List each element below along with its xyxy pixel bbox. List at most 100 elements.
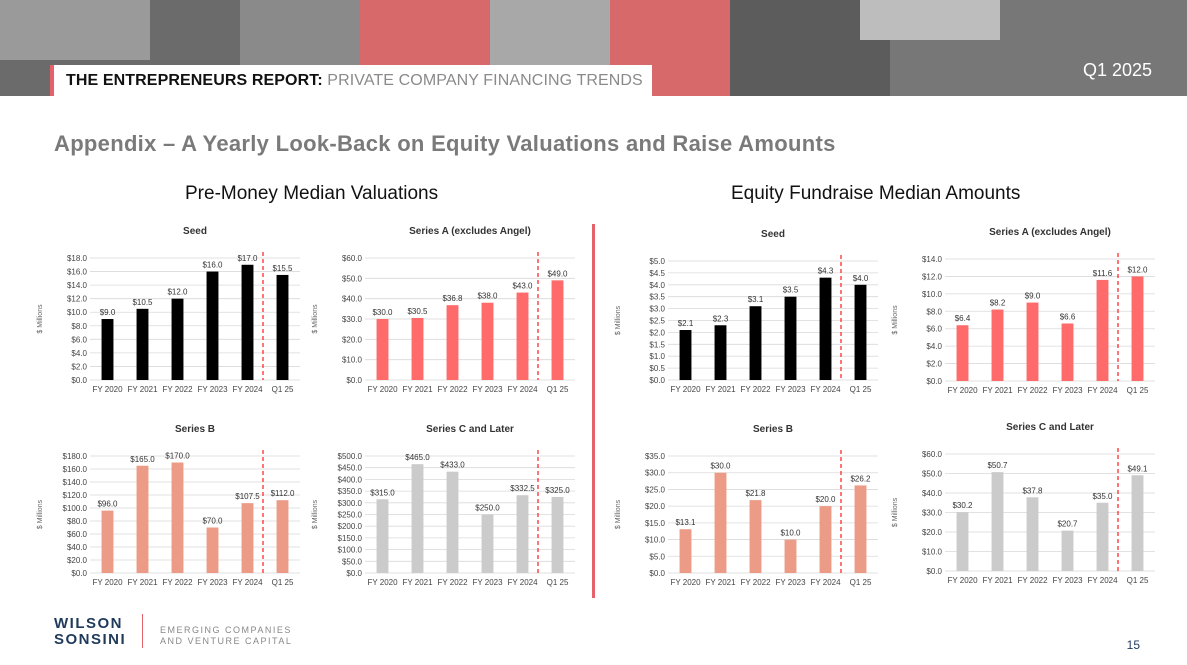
footer-divider: [142, 614, 143, 648]
data-label: $12.0: [1127, 265, 1148, 274]
banner-photo-camera-detail: [860, 0, 1000, 40]
y-tick-label: $4.5: [649, 269, 665, 278]
page-number: 15: [1126, 638, 1140, 652]
y-tick-label: $160.0: [63, 465, 88, 474]
data-label: $4.3: [818, 267, 834, 276]
wilson-sonsini-logo: WILSON SONSINI: [54, 616, 126, 648]
y-tick-label: $5.0: [649, 552, 665, 561]
x-tick-label: FY 2023: [472, 385, 503, 394]
y-tick-label: $300.0: [338, 499, 363, 508]
x-tick-label: FY 2021: [127, 578, 158, 587]
chart-title: Series B: [175, 424, 215, 435]
y-tick-label: $14.0: [922, 255, 943, 264]
page-heading: Appendix – A Yearly Look-Back on Equity …: [54, 131, 836, 156]
y-tick-label: $12.0: [67, 295, 88, 304]
bar: [376, 319, 389, 380]
x-tick-label: FY 2020: [670, 385, 701, 394]
bar: [206, 271, 219, 380]
x-tick-label: FY 2024: [232, 385, 263, 394]
data-label: $21.8: [745, 489, 766, 498]
x-tick-label: FY 2024: [507, 578, 538, 587]
y-tick-label: $2.0: [926, 360, 942, 369]
data-label: $8.2: [990, 299, 1006, 308]
data-label: $96.0: [97, 500, 118, 509]
bar: [241, 503, 254, 573]
data-label: $20.0: [815, 495, 836, 504]
x-tick-label: FY 2020: [367, 578, 398, 587]
data-label: $30.2: [952, 501, 973, 510]
bar: [481, 302, 494, 380]
y-axis-label: $ Millions: [892, 305, 899, 335]
y-tick-label: $25.0: [645, 485, 666, 494]
bar: [1096, 502, 1109, 571]
data-label: $170.0: [165, 452, 190, 461]
footer-tagline: EMERGING COMPANIES AND VENTURE CAPITAL: [160, 625, 292, 647]
y-tick-label: $50.0: [342, 274, 363, 283]
bar: [551, 280, 564, 380]
bar: [819, 277, 832, 380]
x-tick-label: FY 2024: [810, 385, 841, 394]
y-tick-label: $14.0: [67, 281, 88, 290]
tagline-line-1: EMERGING COMPANIES: [160, 625, 292, 635]
x-tick-label: FY 2021: [982, 386, 1013, 395]
x-tick-label: Q1 25: [1127, 386, 1149, 395]
x-tick-label: FY 2023: [197, 385, 228, 394]
bar: [1131, 276, 1144, 381]
y-tick-label: $6.0: [926, 325, 942, 334]
data-label: $107.5: [235, 492, 260, 501]
x-tick-label: FY 2020: [947, 386, 978, 395]
bar: [714, 472, 727, 573]
data-label: $38.0: [477, 292, 498, 301]
data-label: $50.7: [987, 461, 1008, 470]
chart-valuation-series-a: Series A (excludes Angel) $ Millions $0.0 $…: [312, 226, 575, 394]
section-title-fundraise: Equity Fundraise Median Amounts: [731, 183, 1021, 204]
x-tick-label: FY 2022: [1017, 576, 1048, 585]
bar: [1131, 475, 1144, 571]
x-tick-label: FY 2022: [162, 385, 193, 394]
chart-valuation-seed: Seed $ Millions $0.0 $2.0 $4.0 $6.0 $8.0 $10.0 $…: [37, 226, 300, 394]
bar: [446, 305, 459, 380]
y-tick-label: $10.0: [645, 536, 666, 545]
x-tick-label: FY 2021: [705, 578, 736, 587]
data-label: $332.5: [510, 484, 535, 493]
bar: [551, 496, 564, 573]
data-label: $49.0: [547, 269, 568, 278]
data-label: $11.6: [1093, 269, 1113, 278]
data-label: $2.3: [713, 314, 729, 323]
y-tick-label: $3.5: [649, 293, 665, 302]
y-tick-label: $30.0: [645, 469, 666, 478]
y-tick-label: $4.0: [926, 342, 942, 351]
x-tick-label: FY 2023: [472, 578, 503, 587]
x-tick-label: FY 2023: [197, 578, 228, 587]
y-tick-label: $6.0: [71, 335, 87, 344]
data-label: $30.0: [372, 308, 393, 317]
bar: [679, 529, 692, 573]
y-axis-label: $ Millions: [615, 305, 622, 335]
y-tick-label: $18.0: [67, 254, 88, 263]
x-tick-label: FY 2021: [402, 385, 433, 394]
y-tick-label: $2.5: [649, 317, 665, 326]
chart-fundraise-series-b: Series B $ Millions $0.0 $5.0 $10.0 $15.0 $20.…: [615, 424, 878, 587]
report-title: THE ENTREPRENEURS REPORT: PRIVATE COMPAN…: [66, 72, 643, 90]
data-label: $10.5: [132, 298, 153, 307]
y-tick-label: $40.0: [922, 489, 943, 498]
y-axis-label: $ Millions: [312, 304, 319, 334]
data-label: $20.7: [1057, 520, 1078, 529]
y-tick-label: $16.0: [67, 268, 88, 277]
y-tick-label: $180.0: [63, 452, 88, 461]
bar: [171, 298, 184, 380]
x-tick-label: FY 2020: [947, 576, 978, 585]
section-title-valuations: Pre-Money Median Valuations: [185, 183, 439, 204]
y-tick-label: $20.0: [645, 502, 666, 511]
x-tick-label: FY 2022: [740, 578, 771, 587]
tagline-line-2: AND VENTURE CAPITAL: [160, 636, 293, 646]
x-tick-label: FY 2022: [162, 578, 193, 587]
y-tick-label: $1.5: [649, 340, 665, 349]
y-tick-label: $10.0: [922, 290, 943, 299]
x-tick-label: FY 2022: [437, 578, 468, 587]
y-tick-label: $2.0: [649, 328, 665, 337]
data-label: $43.0: [512, 282, 533, 291]
logo-line-2: SONSINI: [54, 631, 127, 648]
y-tick-label: $2.0: [71, 362, 87, 371]
banner-photo-glass: [0, 0, 150, 60]
